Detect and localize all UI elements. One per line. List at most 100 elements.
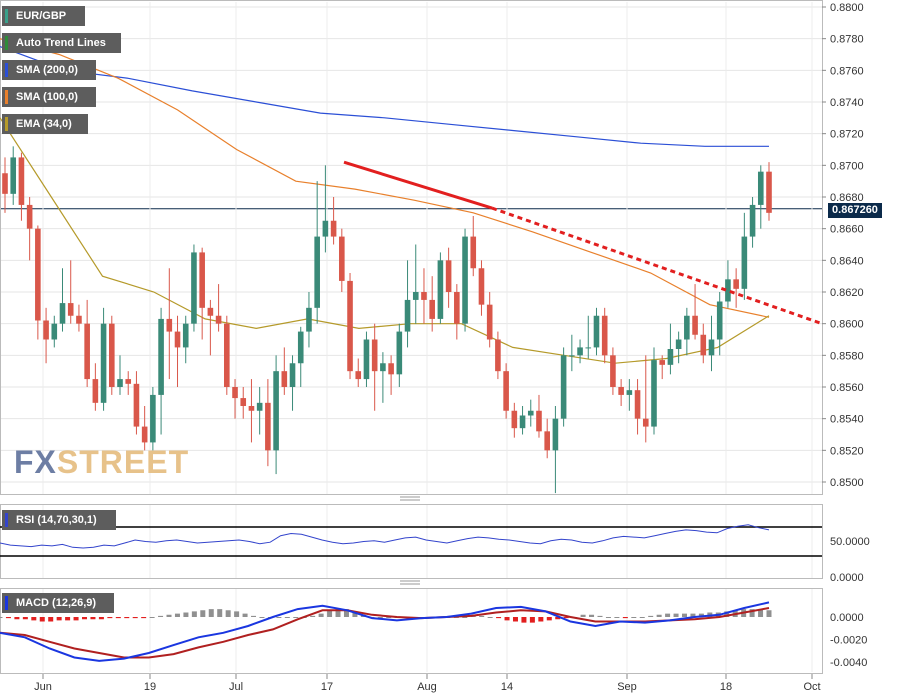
rsi-tick-label: 0.0000	[830, 572, 864, 584]
candle-body	[265, 402, 271, 451]
macd-histogram-bar	[276, 617, 282, 618]
candle-body	[470, 236, 477, 269]
macd-histogram-bar	[115, 617, 121, 619]
macd-histogram-bar	[698, 613, 704, 617]
candle-body	[601, 315, 608, 356]
rsi-line	[0, 524, 770, 549]
time-tick-label: Aug	[417, 681, 437, 693]
candle-body	[618, 387, 624, 395]
trend-line-solid	[343, 160, 493, 210]
macd-histogram-bar	[589, 614, 595, 617]
candle-body	[59, 303, 66, 324]
price-tick-label: 0.8540	[830, 414, 864, 426]
candle-body	[339, 236, 345, 281]
macd-histogram-bar	[132, 617, 138, 619]
candle-body	[51, 323, 58, 340]
macd-histogram-bar	[39, 617, 45, 622]
candle-body	[35, 228, 41, 321]
macd-histogram-bar	[48, 617, 54, 622]
candle-body	[133, 383, 140, 427]
macd-histogram-bar	[479, 615, 485, 617]
legend-label: EMA (34,0)	[16, 118, 72, 130]
legend-eurgbp[interactable]: EUR/GBP	[2, 6, 85, 26]
price-tick-label: 0.8680	[830, 192, 864, 204]
candle-body	[224, 323, 230, 387]
macd-histogram-bar	[242, 613, 248, 617]
legend-label: MACD (12,26,9)	[16, 597, 97, 609]
candle-body	[700, 334, 707, 356]
macd-histogram-bar	[766, 610, 772, 617]
candle-body	[84, 323, 90, 380]
rsi-panel-frame	[0, 504, 823, 579]
sma-200-line	[0, 46, 769, 147]
candle-body	[18, 157, 25, 205]
legend-label: RSI (14,70,30,1)	[16, 514, 97, 526]
legend-sma-100[interactable]: SMA (100,0)	[2, 87, 96, 107]
macd-histogram-bar	[665, 613, 671, 617]
macd-histogram-bar	[512, 617, 518, 622]
macd-histogram-bar	[521, 617, 527, 623]
candle-body	[396, 331, 403, 375]
candle-body	[314, 236, 320, 308]
macd-histogram-bar	[386, 617, 392, 618]
macd-histogram-bar	[605, 617, 611, 618]
candle-body	[281, 371, 288, 387]
macd-histogram-bar	[648, 615, 654, 617]
candle-body	[610, 355, 616, 387]
macd-histogram-bar	[681, 613, 687, 617]
macd-histogram-bar	[504, 617, 510, 621]
legend-swatch-icon	[5, 36, 8, 50]
macd-histogram-bar	[90, 617, 96, 620]
candle-body	[174, 331, 181, 348]
legend-ema-34[interactable]: EMA (34,0)	[2, 114, 88, 134]
candle-body	[511, 410, 518, 429]
candle-body	[552, 418, 559, 451]
macd-histogram-bar	[200, 610, 206, 617]
candle-body	[371, 339, 378, 372]
macd-histogram-bar	[690, 613, 696, 617]
macd-histogram-bar	[141, 617, 147, 619]
candle-body	[380, 363, 386, 372]
fxstreet-logo: FXSTREET	[14, 444, 189, 481]
candle-body	[273, 371, 279, 451]
candle-body	[207, 307, 214, 316]
candle-body	[544, 431, 550, 451]
candle-body	[256, 402, 263, 411]
ema-34-line	[0, 117, 770, 364]
sma-100-line	[0, 38, 770, 318]
candle-body	[100, 323, 107, 403]
trend-line-projection	[491, 206, 823, 326]
macd-histogram-bar	[487, 617, 493, 618]
price-tick-label: 0.8520	[830, 445, 864, 457]
macd-histogram-bar	[758, 609, 764, 617]
legend-sma-200[interactable]: SMA (200,0)	[2, 60, 96, 80]
legend-swatch-icon	[5, 63, 8, 77]
candle-body	[289, 363, 296, 387]
price-tick-label: 0.8780	[830, 34, 864, 46]
candle-body	[421, 292, 427, 300]
macd-histogram-bar	[0, 617, 3, 618]
legend-label: SMA (200,0)	[16, 64, 78, 76]
macd-histogram-bar	[124, 617, 130, 619]
candle-body	[10, 157, 17, 194]
candle-body	[76, 315, 82, 324]
price-tick-label: 0.8500	[830, 477, 864, 489]
legend-macd[interactable]: MACD (12,26,9)	[2, 593, 114, 613]
macd-histogram-bar	[496, 617, 502, 619]
legend-auto-trend-lines[interactable]: Auto Trend Lines	[2, 33, 121, 53]
macd-histogram-bar	[82, 617, 88, 620]
candle-body	[462, 236, 468, 324]
candle-body	[642, 418, 649, 427]
candle-body	[150, 394, 156, 443]
rsi-tick-label: 50.0000	[830, 536, 870, 548]
candle-body	[692, 315, 698, 335]
macd-histogram-bar	[149, 617, 155, 618]
price-tick-label: 0.8660	[830, 224, 864, 236]
macd-histogram-bar	[462, 617, 468, 618]
macd-histogram-bar	[327, 610, 333, 617]
legend-rsi[interactable]: RSI (14,70,30,1)	[2, 510, 116, 530]
macd-histogram-bar	[166, 614, 172, 617]
panel-frames	[0, 0, 823, 674]
macd-histogram-bar	[65, 617, 71, 621]
legend-swatch-icon	[5, 90, 8, 104]
